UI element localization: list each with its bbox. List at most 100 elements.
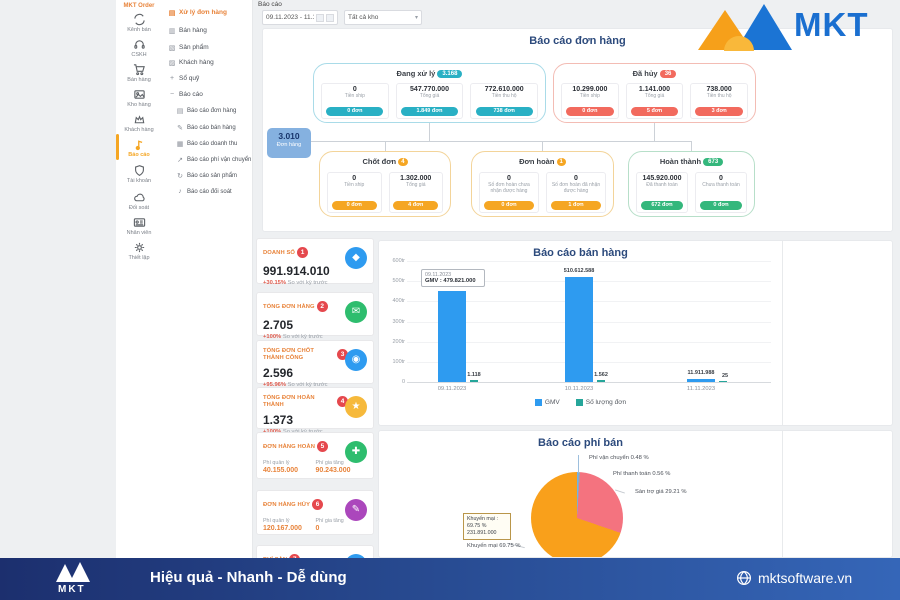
rail-item-label: Đối soát — [128, 205, 150, 211]
date-range-input[interactable]: 09.11.2023 - 11.11.2023 — [262, 10, 338, 25]
rail-item-label: Kênh bán — [127, 27, 151, 33]
chat-icon: ✉ — [345, 301, 367, 323]
menu-report-orders[interactable]: ▤ Báo cáo đơn hàng — [176, 104, 252, 117]
footer-logo-mountain — [56, 564, 74, 582]
connector-line — [385, 141, 386, 151]
report-icon: ♪ — [178, 188, 182, 195]
count-pill: 4 đơn — [393, 201, 439, 210]
metric-card: 0 Tiền ship 0 đơn — [321, 83, 389, 119]
fee-label: Phí quản lý — [263, 460, 290, 466]
count-pill: 738 đơn — [475, 107, 533, 116]
fee-label: Phí gia tăng — [315, 518, 344, 524]
date-range-value: 09.11.2023 - 11.11.2023 — [266, 14, 314, 21]
headset-icon — [133, 40, 145, 49]
stat-card-confirmed-orders[interactable]: TỔNG ĐƠN CHỐT THÀNH CÔNG 3 ◉ 2.596 +95.96… — [256, 340, 374, 388]
orders-bar-label: 25 — [721, 373, 729, 379]
fee-report-panel: Báo cáo phí bán Phí vận chuyển 0.48 % Ph… — [378, 430, 893, 558]
status-count-badge: 3.168 — [437, 70, 463, 79]
count-pill: 0 đơn — [331, 201, 377, 210]
menu-report-shipping-fee[interactable]: ↗ Báo cáo phí vận chuyển — [176, 153, 252, 166]
menu-label: Xử lý đơn hàng — [179, 9, 227, 16]
footer-tagline: Hiệu quả - Nhanh - Dễ dùng — [150, 569, 347, 586]
report-icon: ▤ — [176, 107, 184, 115]
metric-card: 772.610.000 Tiền thu hộ 738 đơn — [470, 83, 539, 119]
menu-label: Báo cáo — [179, 91, 203, 98]
orders-total: 3.010 — [278, 131, 300, 141]
menu-report-sales[interactable]: ✎ Báo cáo bán hàng — [176, 121, 252, 134]
report-icon: ↻ — [177, 172, 183, 180]
legend-item-gmv: GMV — [534, 399, 560, 406]
source-filter-select[interactable]: Tất cả kho ▾ — [344, 10, 422, 25]
fee-pie-chart — [531, 472, 623, 557]
connector-line — [429, 123, 430, 141]
stat-card-returned-fees[interactable]: ĐƠN HÀNG HOÀN 5 ✚ Phí quản lý 40.155.000 P… — [256, 432, 374, 479]
gmv-bar-3 — [687, 379, 715, 382]
report-icon: ✎ — [177, 124, 183, 132]
orders-bar-2 — [597, 380, 605, 382]
rail-item-reports[interactable]: Báo cáo — [116, 138, 162, 158]
pie-label-payment-fee: Phí thanh toán 0.56 % — [613, 471, 671, 477]
stat-card-revenue[interactable]: DOANH SỐ 1 ◆ 991.914.010 +30.15% So với k… — [256, 238, 374, 286]
y-tick: 300tr — [392, 319, 405, 325]
rail-item-settings[interactable]: Thiết lập — [116, 241, 162, 261]
menu-item-order-processing[interactable]: ▤ Xử lý đơn hàng — [168, 6, 250, 19]
camera-icon: ✎ — [345, 499, 367, 521]
connector-line — [309, 141, 691, 142]
pie-leader-line — [578, 455, 579, 473]
plus-icon: + — [169, 75, 175, 82]
menu-report-products[interactable]: ↻ Báo cáo sản phẩm — [176, 169, 252, 182]
menu-label: Sản phẩm — [179, 44, 209, 51]
gridline — [407, 261, 771, 262]
cloud-icon — [133, 193, 145, 202]
rail-item-channels[interactable]: Kênh bán — [116, 13, 162, 33]
rail-item-accounts[interactable]: Tài khoản — [116, 164, 162, 184]
chart-tooltip: 09.11.2023 GMV : 479.821.000 — [421, 269, 485, 287]
footer-banner: MKT Hiệu quả - Nhanh - Dễ dùng mktsoftwa… — [0, 558, 900, 600]
status-count-badge: 1 — [556, 158, 566, 167]
stat-title: TỔNG ĐƠN HOÀN THÀNH — [263, 395, 315, 408]
calendar-icon — [316, 13, 324, 22]
gear-icon — [134, 242, 144, 253]
rail-item-customers[interactable]: Khách hàng — [116, 113, 162, 133]
status-count-badge: 673 — [703, 158, 724, 167]
rail-item-warehouse[interactable]: Kho hàng — [116, 88, 162, 108]
sync-icon — [133, 13, 145, 26]
menu-item-products[interactable]: ▧ Sản phẩm — [168, 41, 250, 54]
y-tick: 400tr — [392, 298, 405, 304]
metric-card: 1.141.000 Tổng giá 5 đơn — [625, 83, 684, 119]
image-icon — [133, 90, 145, 99]
menu-report-reconcile[interactable]: ♪ Báo cáo đối soát — [176, 185, 252, 198]
menu-report-revenue[interactable]: ▦ Báo cáo doanh thu — [176, 137, 252, 150]
clear-icon — [326, 13, 334, 22]
rail-item-staff[interactable]: Nhân viên — [116, 216, 162, 236]
bag-icon: ◆ — [345, 247, 367, 269]
breadcrumb: Báo cáo — [258, 1, 282, 8]
menu-item-customers[interactable]: ▨ Khách hàng — [168, 56, 250, 69]
orders-bar-3 — [719, 381, 727, 382]
menu-item-reports[interactable]: − Báo cáo — [168, 88, 250, 101]
stat-delta: +95.96% — [263, 382, 287, 388]
pie-label-shipping-fee: Phí vận chuyển 0.48 % — [589, 455, 649, 461]
mkt-watermark-logo: MKT — [698, 0, 898, 56]
rail-item-sales[interactable]: Bán hàng — [116, 63, 162, 83]
pie-leader-line — [615, 489, 625, 494]
rail-item-support[interactable]: CSKH — [116, 38, 162, 58]
pie-tooltip-value: 231.891.000 — [467, 530, 497, 536]
legend-swatch — [575, 399, 583, 406]
stat-card-cancelled-fees[interactable]: ĐƠN HÀNG HỦY 6 ✎ Phí quản lý 120.167.000 P… — [256, 490, 374, 535]
fee-value: 90.243.000 — [315, 467, 351, 474]
rail-item-label: Nhân viên — [126, 230, 152, 236]
stat-rank-badge: 4 — [337, 396, 348, 408]
menu-item-cashbook[interactable]: + Sổ quỹ — [168, 72, 250, 85]
menu-item-sales[interactable]: ▥ Bán hàng — [168, 24, 250, 37]
globe-icon — [736, 570, 752, 586]
rail-item-label: CSKH — [131, 52, 147, 58]
stat-note: So với kỳ trước — [287, 382, 328, 388]
rail-item-reconcile[interactable]: Đối soát — [116, 191, 162, 211]
stat-value: 991.914.010 — [263, 264, 330, 278]
pie-tooltip-pct: 69.75 % — [467, 523, 487, 529]
stat-card-total-orders[interactable]: TỔNG ĐƠN HÀNG 2 ✉ 2.705 +100% So với kỳ t… — [256, 292, 374, 340]
x-axis-line — [407, 382, 771, 383]
count-pill: 0 đơn — [484, 201, 534, 210]
